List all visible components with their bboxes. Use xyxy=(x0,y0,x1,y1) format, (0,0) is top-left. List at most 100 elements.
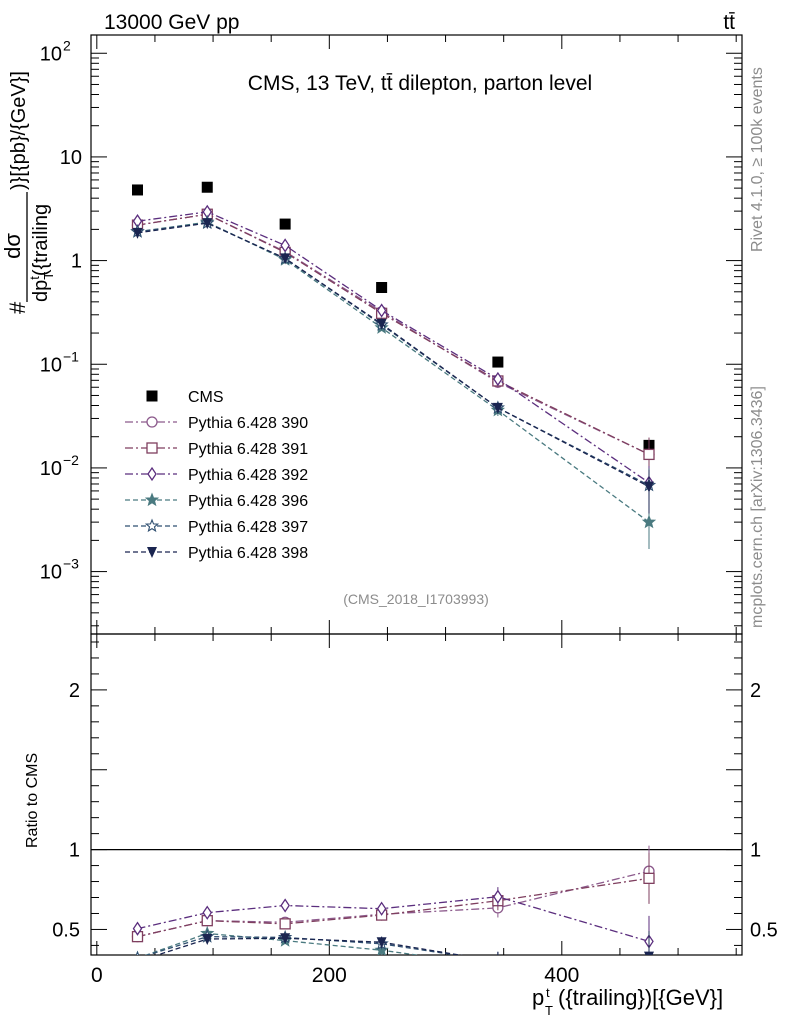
data-point xyxy=(492,402,503,414)
ratio-tick-label: 0.5 xyxy=(52,919,80,941)
series-line xyxy=(137,221,650,523)
ratio-tick-label: 1 xyxy=(69,840,80,862)
ratio-point xyxy=(135,950,140,955)
ratio-series-line xyxy=(145,935,460,955)
data-point xyxy=(201,181,213,193)
svg-text:t: t xyxy=(546,985,550,1000)
ratio-series-line xyxy=(137,870,650,938)
ratio-point xyxy=(643,975,654,986)
y-tick-label: 1 xyxy=(71,251,82,273)
svg-text:p: p xyxy=(532,985,544,1010)
data-point xyxy=(376,303,387,318)
series-line xyxy=(137,211,650,484)
ratio-point xyxy=(376,937,387,949)
data-point xyxy=(202,218,213,230)
series-line xyxy=(137,213,650,455)
ratio-point xyxy=(493,956,503,967)
data-point xyxy=(643,448,655,461)
legend-marker xyxy=(144,492,160,507)
legend-item: Pythia 6.428 391 xyxy=(125,441,308,458)
ratio-series-6 xyxy=(133,931,654,967)
svg-text:#: # xyxy=(5,301,30,314)
legend-marker xyxy=(146,390,158,402)
x-axis-label: p T t ({trailing})[{GeV}] xyxy=(532,985,723,1018)
process-label: tt̄ xyxy=(723,11,735,34)
analysis-tag: (CMS_2018_I1703993) xyxy=(343,591,489,607)
ratio-tick-label-right: 0.5 xyxy=(750,919,778,941)
ratio-point xyxy=(376,901,387,916)
ratio-series-line xyxy=(155,937,464,955)
series-group xyxy=(130,181,657,986)
x-tick-label: 400 xyxy=(544,964,579,987)
rivet-label: Rivet 4.1.0, ≥ 100k events xyxy=(749,67,766,252)
x-tick-label: 200 xyxy=(312,964,347,987)
y-tick-label: 10 xyxy=(40,43,62,65)
ratio-point xyxy=(492,960,503,971)
x-tick-label: 0 xyxy=(91,964,103,987)
ratio-point xyxy=(132,921,143,936)
legend-label: Pythia 6.428 398 xyxy=(188,545,308,562)
ratio-series-line xyxy=(137,877,650,938)
data-point xyxy=(132,184,143,196)
ratio-tick-label-right: 1 xyxy=(750,840,761,862)
legend-marker xyxy=(146,416,158,428)
legend-label: CMS xyxy=(188,389,224,406)
legend-label: Pythia 6.428 397 xyxy=(188,519,308,536)
legend-item: Pythia 6.428 396 xyxy=(125,492,308,510)
ratio-series-line xyxy=(137,896,650,943)
svg-text:dσ: dσ xyxy=(0,233,25,259)
ratio-point xyxy=(493,889,503,904)
chart-title: CMS, 13 TeV, tt̄ dilepton, parton level xyxy=(248,72,592,95)
mcplots-label: mcplots.cern.ch [arXiv:1306.3436] xyxy=(749,386,766,628)
ratio-series-2 xyxy=(131,852,655,943)
ratio-point xyxy=(202,934,213,946)
legend-label: Pythia 6.428 390 xyxy=(188,415,308,432)
ratio-point xyxy=(374,942,389,955)
ratio-series-line xyxy=(144,932,422,955)
legend-item: Pythia 6.428 390 xyxy=(125,415,308,432)
legend-marker xyxy=(146,442,158,454)
y-tick-label-exponent: −1 xyxy=(63,348,79,364)
svg-text:)}[{pb}/{GeV}]: )}[{pb}/{GeV}] xyxy=(8,71,30,190)
legend: CMS Pythia 6.428 390 Pythia 6.428 391 Pythi… xyxy=(125,389,308,562)
legend-label: Pythia 6.428 391 xyxy=(188,441,308,458)
y-axis-label: # dσ dpTt({trailing )}[{pb}/{GeV}] xyxy=(0,71,56,314)
ratio-point xyxy=(280,933,291,945)
ratio-point xyxy=(497,953,499,955)
ratio-tick-label-right: 2 xyxy=(750,680,761,702)
y-tick-label: 10 xyxy=(40,458,62,480)
y-tick-label-exponent: −2 xyxy=(63,452,79,468)
legend-label: Pythia 6.428 396 xyxy=(188,493,308,510)
svg-text:T: T xyxy=(545,1003,553,1018)
data-point xyxy=(376,318,387,330)
series-3 xyxy=(132,204,654,510)
legend-marker xyxy=(144,518,160,533)
svg-text:({trailing})[{GeV}]: ({trailing})[{GeV}] xyxy=(558,985,723,1010)
legend-item: Pythia 6.428 398 xyxy=(125,545,308,562)
series-6 xyxy=(132,218,654,514)
series-line xyxy=(137,213,650,455)
ratio-point xyxy=(133,956,143,967)
data-point xyxy=(279,218,291,230)
ratio-point xyxy=(644,951,654,955)
data-point xyxy=(376,282,388,294)
y-tick-label-exponent: 2 xyxy=(63,37,71,53)
legend-item: CMS xyxy=(146,389,224,406)
y-tick-label-exponent: −3 xyxy=(63,556,79,572)
legend-item: Pythia 6.428 397 xyxy=(125,518,308,536)
data-point xyxy=(493,371,503,387)
y-tick-label: 10 xyxy=(40,562,62,584)
ratio-plot-frame xyxy=(90,633,743,956)
y-tick-label: 10 xyxy=(40,354,62,376)
y-tick-label: 10 xyxy=(60,147,82,169)
legend-item: Pythia 6.428 392 xyxy=(125,466,308,484)
ratio-series-1 xyxy=(131,845,655,943)
legend-marker xyxy=(147,466,157,482)
series-line xyxy=(137,222,650,488)
ratio-point xyxy=(280,898,290,913)
legend-marker xyxy=(147,547,157,558)
ratio-point xyxy=(643,872,655,884)
ratio-point xyxy=(202,905,213,920)
ratio-point xyxy=(279,918,291,930)
